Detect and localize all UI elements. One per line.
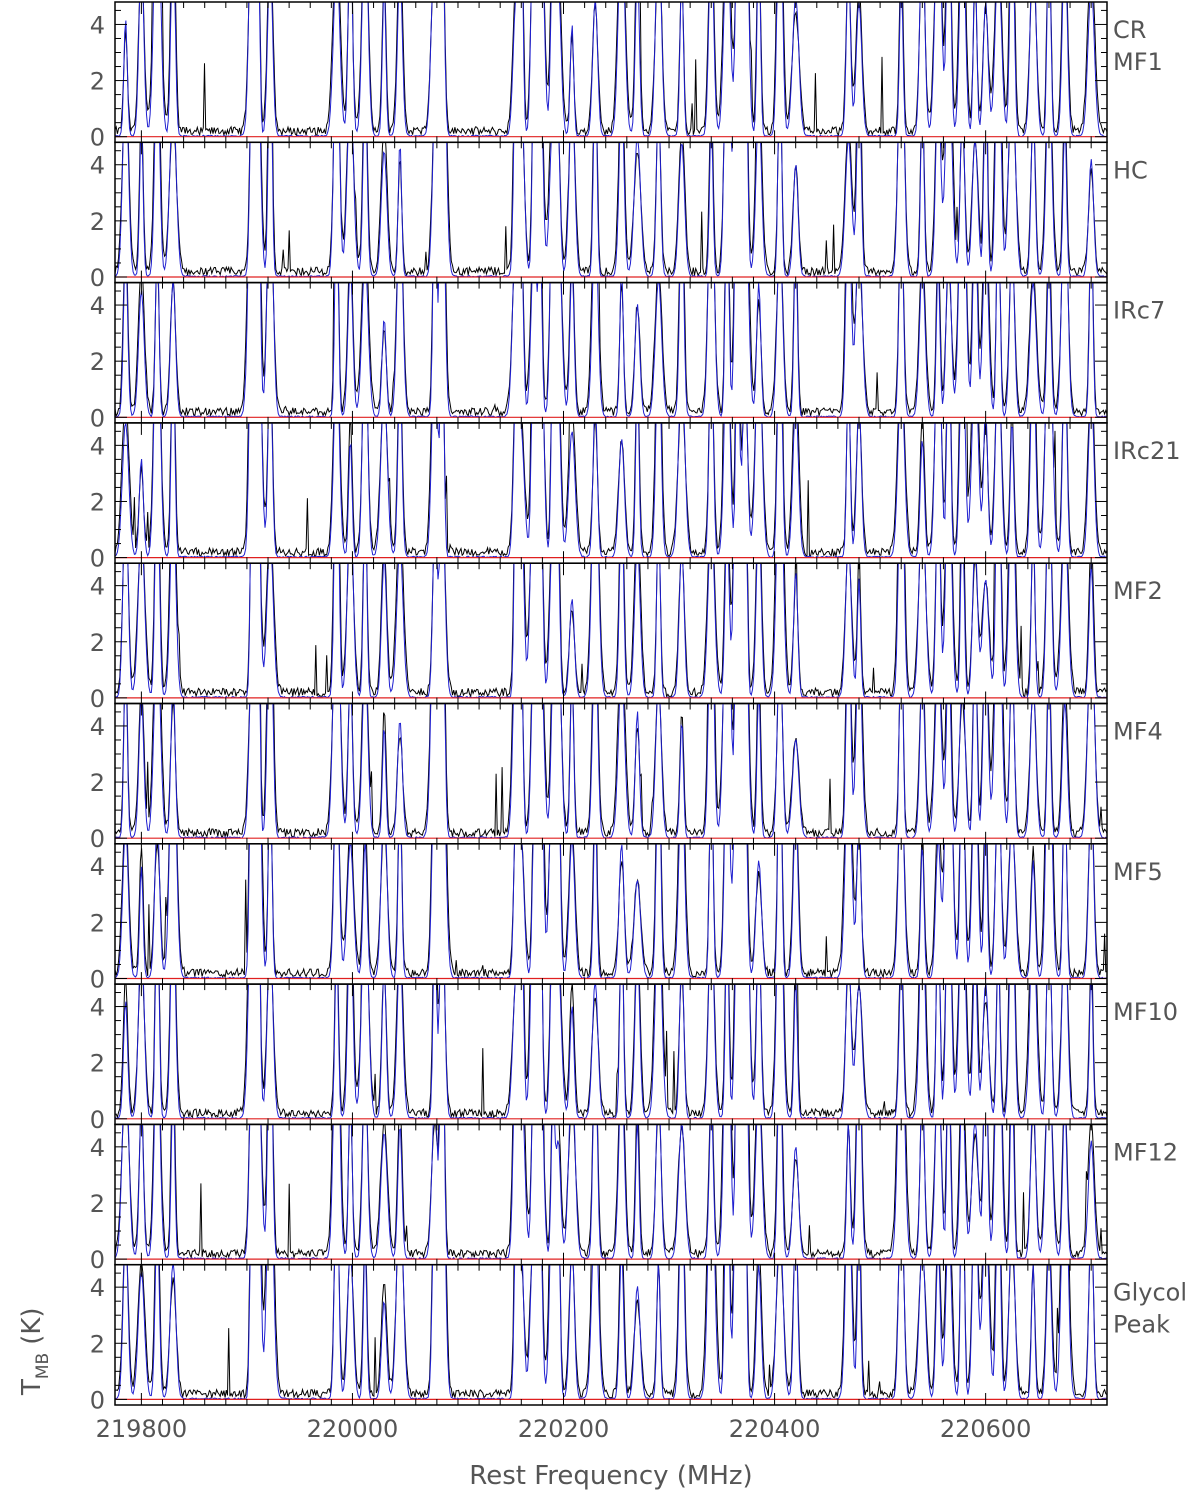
observed-spectrum: [115, 282, 1107, 418]
observed-spectrum: [115, 703, 1107, 839]
y-tick-label: 0: [90, 264, 105, 292]
y-tick-label: 0: [90, 545, 105, 573]
y-tick-label: 2: [90, 909, 105, 937]
panel-label: Glycol: [1113, 1279, 1187, 1307]
x-tick-labels: 219800 220000 220200 220400 220600: [96, 1415, 1032, 1443]
y-tick-label: 2: [90, 1190, 105, 1218]
observed-spectrum: [115, 2, 1107, 137]
y-tick-label: 2: [90, 769, 105, 797]
model-spectrum: [115, 2, 1107, 138]
model-spectrum: [115, 984, 1107, 1120]
panel-1: 0 2 4 CR MF1: [90, 1, 1163, 152]
panel-label: MF1: [1113, 48, 1163, 76]
panel-label: IRc7: [1113, 297, 1165, 325]
y-tick-label: 2: [90, 348, 105, 376]
y-axis-label: TMB (K): [17, 1307, 53, 1396]
y-tick-label: 4: [90, 11, 105, 39]
observed-spectrum: [115, 142, 1107, 278]
y-tick-label: 2: [90, 488, 105, 516]
x-tick-label: 220000: [307, 1415, 399, 1443]
y-tick-label: 0: [90, 1386, 105, 1414]
y-axis-label-unit: (K): [17, 1307, 47, 1344]
panel-6: 0 2 4 MF4: [90, 702, 1163, 853]
y-tick-label: 4: [90, 573, 105, 601]
y-tick-label: 2: [90, 1330, 105, 1358]
y-tick-label: 2: [90, 629, 105, 657]
panel-label: HC: [1113, 156, 1148, 184]
observed-spectrum: [115, 422, 1107, 558]
model-spectrum: [115, 142, 1107, 278]
x-tick-label: 220600: [940, 1415, 1032, 1443]
panel-2: 0 2 4 HC: [90, 141, 1148, 292]
observed-spectrum: [115, 563, 1107, 698]
panel-10: 0 2 4 Glycol Peak: [90, 1263, 1187, 1414]
x-tick-label: 220400: [729, 1415, 821, 1443]
x-axis-label: Rest Frequency (MHz): [469, 1461, 752, 1491]
x-tick-label: 220200: [518, 1415, 610, 1443]
y-tick-label: 0: [90, 124, 105, 152]
panel-label: IRc21: [1113, 437, 1181, 465]
y-tick-label: 4: [90, 1134, 105, 1162]
y-tick-label: 4: [90, 994, 105, 1022]
y-tick-label: 2: [90, 208, 105, 236]
panel-label: MF2: [1113, 577, 1163, 605]
panel-label: MF4: [1113, 718, 1163, 746]
model-spectrum: [115, 1264, 1107, 1401]
y-tick-label: 4: [90, 152, 105, 180]
panel-label: MF10: [1113, 998, 1178, 1026]
panel-frame: [114, 1263, 1108, 1406]
y-tick-label: 4: [90, 292, 105, 320]
panel-4: 0 2 4 IRc21: [90, 422, 1181, 573]
y-tick-label: 2: [90, 1050, 105, 1078]
observed-spectrum: [115, 1124, 1107, 1260]
y-tick-label: 4: [90, 713, 105, 741]
panel-3: 0 2 4 IRc7: [90, 281, 1165, 432]
y-tick-label: 4: [90, 853, 105, 881]
y-tick-label: 0: [90, 404, 105, 432]
y-tick-label: 2: [90, 68, 105, 96]
observed-spectrum: [115, 843, 1107, 979]
y-axis-label-sub: MB: [33, 1353, 53, 1379]
panel-label: MF12: [1113, 1138, 1178, 1166]
svg-text:TMB(K): TMB (K): [17, 1307, 53, 1396]
x-tick-label: 219800: [96, 1415, 188, 1443]
y-tick-label: 0: [90, 1106, 105, 1134]
y-axis-label-main: T: [17, 1379, 47, 1396]
y-tick-label: 0: [90, 685, 105, 713]
y-tick-label: 0: [90, 965, 105, 993]
panel-9: 0 2 4 MF12: [90, 1123, 1178, 1274]
panel-label: Peak: [1113, 1311, 1170, 1339]
model-spectrum: [115, 1124, 1107, 1260]
y-tick-label: 4: [90, 1274, 105, 1302]
y-tick-label: 4: [90, 432, 105, 460]
y-tick-label: 0: [90, 1246, 105, 1274]
model-spectrum: [115, 282, 1107, 418]
model-spectrum: [115, 843, 1107, 980]
panel-label: CR: [1113, 16, 1146, 44]
panel-label: MF5: [1113, 858, 1163, 886]
y-tick-label: 0: [90, 825, 105, 853]
